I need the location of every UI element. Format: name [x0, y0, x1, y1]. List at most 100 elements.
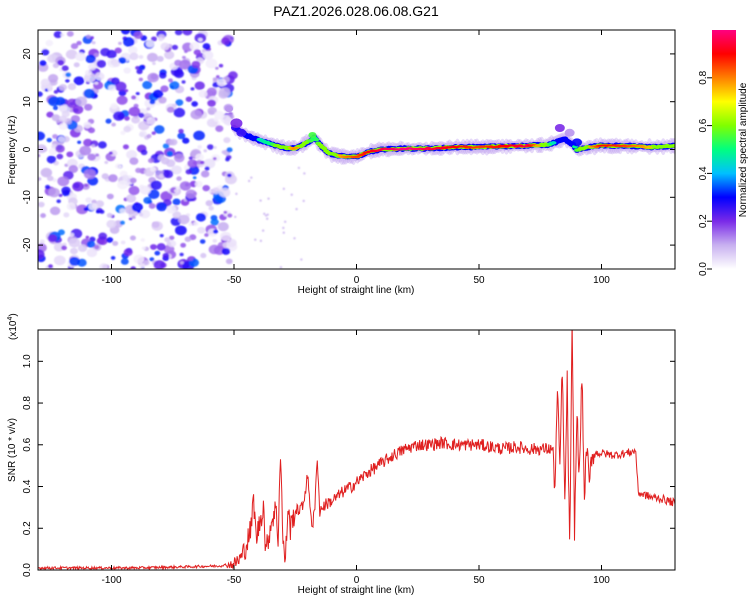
- noise-blob: [173, 189, 179, 193]
- noise-blob: [146, 134, 152, 139]
- x-tick-label: 100: [593, 275, 610, 286]
- noise-blob: [55, 144, 65, 153]
- noise-blob: [226, 147, 233, 153]
- noise-blob: [156, 243, 166, 251]
- noise-blob: [83, 207, 89, 211]
- noise-blob: [200, 160, 205, 165]
- noise-blob: [147, 72, 159, 83]
- noise-blob: [76, 204, 89, 215]
- noise-blob: [106, 219, 117, 229]
- noise-blob: [217, 221, 229, 232]
- noise-blob: [156, 55, 164, 62]
- noise-blob: [91, 41, 96, 45]
- noise-blob: [160, 85, 169, 93]
- noise-blob: [106, 193, 114, 200]
- noise-blob: [210, 218, 219, 226]
- noise-blob: [160, 191, 173, 202]
- noise-blob: [205, 200, 213, 207]
- noise-blob: [261, 229, 265, 232]
- noise-blob: [56, 153, 64, 160]
- noise-blob: [138, 262, 146, 269]
- bottom-y-axis: 0.0 0.2 0.4 0.6 0.8 1.0: [22, 354, 675, 577]
- x-tick-label: -100: [101, 275, 121, 286]
- noise-blob: [138, 64, 146, 71]
- noise-blob: [67, 83, 77, 91]
- noise-blob: [223, 210, 228, 214]
- noise-blob: [133, 31, 143, 39]
- y-tick-label: 0.0: [22, 563, 33, 577]
- noise-blob: [105, 118, 112, 124]
- noise-blob: [131, 215, 136, 220]
- noise-blob: [41, 49, 50, 56]
- noise-blob: [159, 233, 164, 238]
- noise-blob: [206, 144, 214, 150]
- noise-blob: [39, 60, 47, 67]
- ridge-blob: [564, 128, 575, 137]
- noise-blob: [152, 61, 156, 66]
- noise-blob: [207, 99, 216, 107]
- ridge-blob: [354, 155, 361, 158]
- noise-blob: [195, 213, 207, 222]
- noise-blob: [49, 206, 61, 216]
- y-scale-exponent: 4: [7, 317, 14, 321]
- noise-blob: [98, 232, 108, 240]
- noise-blob: [68, 237, 81, 248]
- ridge-blob: [572, 138, 582, 147]
- noise-blob: [126, 149, 138, 160]
- noise-blob: [188, 256, 194, 261]
- noise-blob: [129, 52, 139, 61]
- noise-blob: [94, 81, 99, 85]
- noise-blob: [202, 184, 210, 192]
- noise-blob: [53, 31, 63, 39]
- noise-blob: [282, 226, 285, 230]
- noise-blob: [38, 131, 46, 141]
- noise-blob: [182, 30, 193, 36]
- noise-blob: [104, 160, 109, 164]
- noise-blob: [193, 130, 205, 141]
- noise-blob: [215, 66, 219, 70]
- noise-blob: [259, 199, 262, 202]
- noise-blob: [61, 186, 71, 195]
- noise-blob: [189, 41, 200, 51]
- noise-blob: [114, 47, 122, 54]
- noise-blob: [46, 175, 54, 182]
- noise-blob: [265, 217, 269, 220]
- noise-blob: [58, 115, 68, 123]
- noise-blob: [172, 211, 182, 219]
- noise-blob: [61, 110, 70, 118]
- noise-blob: [215, 125, 224, 133]
- noise-blob: [95, 153, 100, 157]
- noise-blob: [200, 252, 207, 259]
- noise-blob: [146, 107, 151, 111]
- noise-blob: [124, 116, 130, 121]
- noise-blob: [129, 235, 136, 241]
- y-tick-label: -20: [22, 237, 33, 252]
- noise-blob: [181, 55, 186, 60]
- noise-blob: [198, 90, 208, 98]
- y-tick-label: 0: [22, 146, 33, 152]
- x-tick-label: 50: [473, 275, 485, 286]
- noise-blob: [61, 65, 69, 72]
- noise-blob: [53, 255, 66, 266]
- noise-blob: [212, 238, 218, 243]
- noise-blob: [133, 254, 145, 264]
- noise-blob: [60, 33, 65, 37]
- noise-blob: [198, 37, 203, 42]
- noise-blob: [216, 78, 227, 87]
- noise-blob: [120, 258, 129, 265]
- noise-blob: [193, 49, 201, 56]
- noise-blob: [195, 153, 204, 161]
- noise-blob: [221, 150, 227, 155]
- ridge-blob: [293, 146, 300, 149]
- noise-blob: [167, 240, 177, 248]
- noise-blob: [75, 96, 88, 107]
- noise-blob: [129, 177, 137, 184]
- noise-blob: [66, 151, 74, 158]
- noise-blob: [77, 140, 82, 144]
- noise-blob: [169, 81, 180, 90]
- noise-blob: [70, 43, 79, 50]
- noise-blob: [153, 260, 166, 269]
- noise-blob: [58, 193, 63, 198]
- y-tick-label: 0.8: [22, 396, 33, 410]
